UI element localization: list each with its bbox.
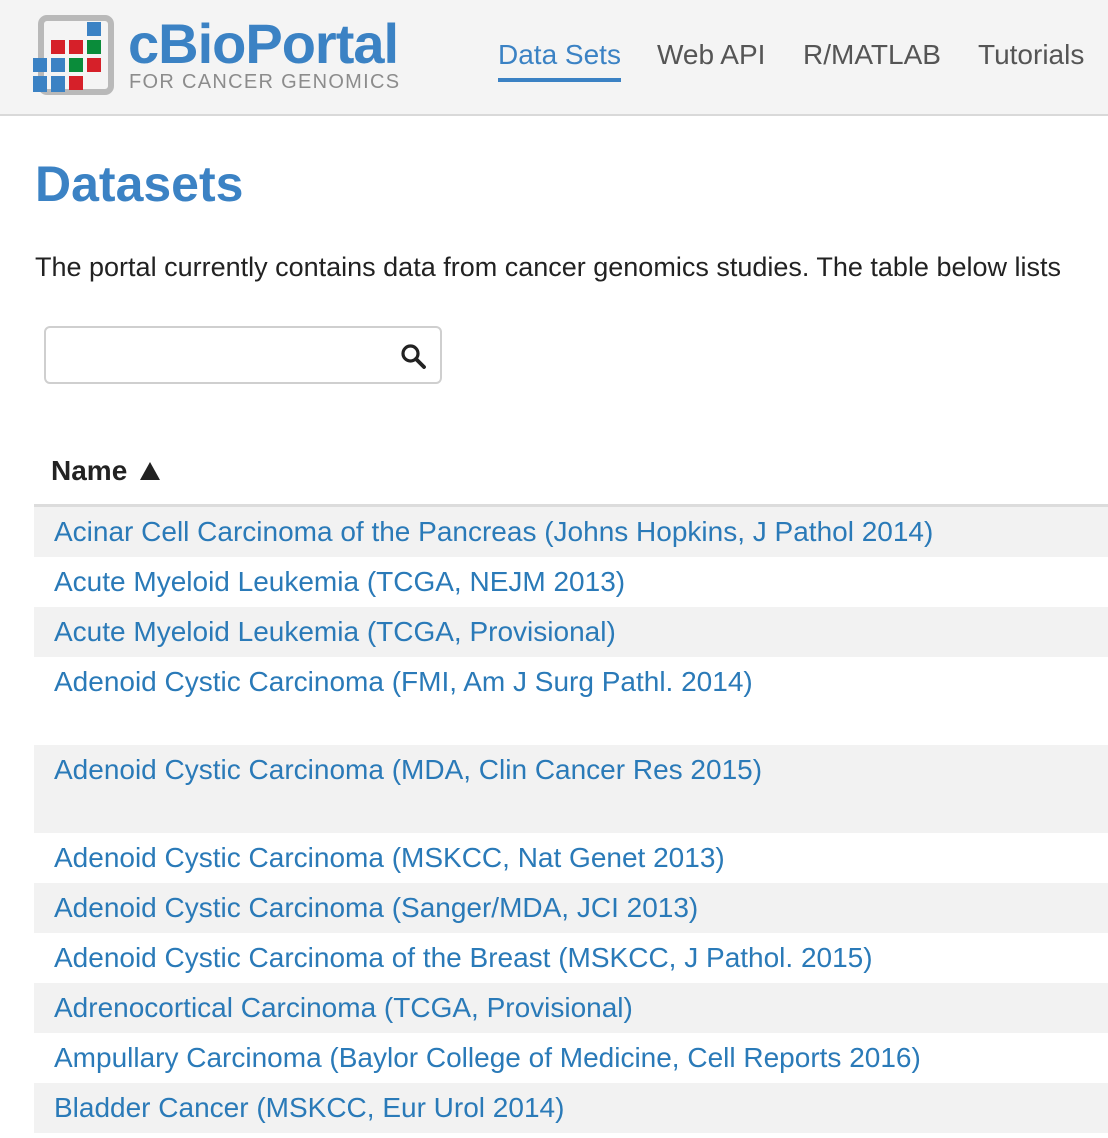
- dataset-link[interactable]: Bladder Cancer (MSKCC, Eur Urol 2014): [54, 1092, 565, 1123]
- table-row: Bladder Cancer (MSKCC, Eur Urol 2014): [34, 1083, 1108, 1133]
- table-row: Adenoid Cystic Carcinoma of the Breast (…: [34, 933, 1108, 983]
- table-row: Adrenocortical Carcinoma (TCGA, Provisio…: [34, 983, 1108, 1033]
- dataset-link[interactable]: Adenoid Cystic Carcinoma of the Breast (…: [54, 942, 873, 973]
- nav-data-sets-label: Data Sets: [498, 39, 621, 70]
- dataset-link[interactable]: Acute Myeloid Leukemia (TCGA, Provisiona…: [54, 616, 616, 647]
- dataset-link[interactable]: Adenoid Cystic Carcinoma (FMI, Am J Surg…: [54, 666, 753, 697]
- sort-ascending-icon[interactable]: [139, 460, 161, 482]
- table-row: Acute Myeloid Leukemia (TCGA, Provisiona…: [34, 607, 1108, 657]
- table-header: Name: [34, 440, 1108, 507]
- dataset-link[interactable]: Adenoid Cystic Carcinoma (MSKCC, Nat Gen…: [54, 842, 725, 873]
- intro-text: The portal currently contains data from …: [35, 252, 1061, 282]
- nav-tutorials-label: Tutorials: [978, 39, 1085, 70]
- column-header-name[interactable]: Name: [51, 454, 127, 488]
- table-row: Ampullary Carcinoma (Baylor College of M…: [34, 1033, 1108, 1083]
- nav-web-api-label: Web API: [657, 39, 766, 70]
- active-tab-indicator: [498, 78, 621, 82]
- table-row: Acute Myeloid Leukemia (TCGA, NEJM 2013): [34, 557, 1108, 607]
- top-header: cBioPortal FOR CANCER GENOMICS Data Sets…: [0, 0, 1108, 116]
- nav-tutorials[interactable]: Tutorials: [978, 38, 1084, 72]
- nav-web-api[interactable]: Web API: [657, 38, 765, 72]
- nav-r-matlab[interactable]: R/MATLAB: [803, 38, 941, 72]
- datasets-table-body: Acinar Cell Carcinoma of the Pancreas (J…: [34, 507, 1108, 1133]
- table-row: Adenoid Cystic Carcinoma (MDA, Clin Canc…: [34, 745, 1108, 833]
- dataset-link[interactable]: Adenoid Cystic Carcinoma (MDA, Clin Canc…: [54, 754, 763, 785]
- dataset-link[interactable]: Acute Myeloid Leukemia (TCGA, NEJM 2013): [54, 566, 626, 597]
- dataset-link[interactable]: Ampullary Carcinoma (Baylor College of M…: [54, 1042, 921, 1073]
- nav-data-sets[interactable]: Data Sets: [498, 38, 621, 82]
- search-icon[interactable]: [400, 343, 426, 369]
- column-header-name-label: Name: [51, 455, 128, 486]
- dataset-link[interactable]: Acinar Cell Carcinoma of the Pancreas (J…: [54, 516, 934, 547]
- nav-r-matlab-label: R/MATLAB: [803, 39, 941, 70]
- table-row: Acinar Cell Carcinoma of the Pancreas (J…: [34, 507, 1108, 557]
- table-row: Adenoid Cystic Carcinoma (MSKCC, Nat Gen…: [34, 833, 1108, 883]
- search-box[interactable]: [44, 326, 442, 384]
- brand-title[interactable]: cBioPortal: [128, 12, 399, 75]
- brand-subtitle: FOR CANCER GENOMICS: [129, 71, 401, 93]
- table-row: Adenoid Cystic Carcinoma (FMI, Am J Surg…: [34, 657, 1108, 745]
- table-row: Adenoid Cystic Carcinoma (Sanger/MDA, JC…: [34, 883, 1108, 933]
- search-input[interactable]: [56, 336, 390, 376]
- dataset-link[interactable]: Adenoid Cystic Carcinoma (Sanger/MDA, JC…: [54, 892, 699, 923]
- cbioportal-logo-icon[interactable]: [33, 14, 115, 96]
- page-title: Datasets: [35, 156, 244, 212]
- dataset-link[interactable]: Adrenocortical Carcinoma (TCGA, Provisio…: [54, 992, 633, 1023]
